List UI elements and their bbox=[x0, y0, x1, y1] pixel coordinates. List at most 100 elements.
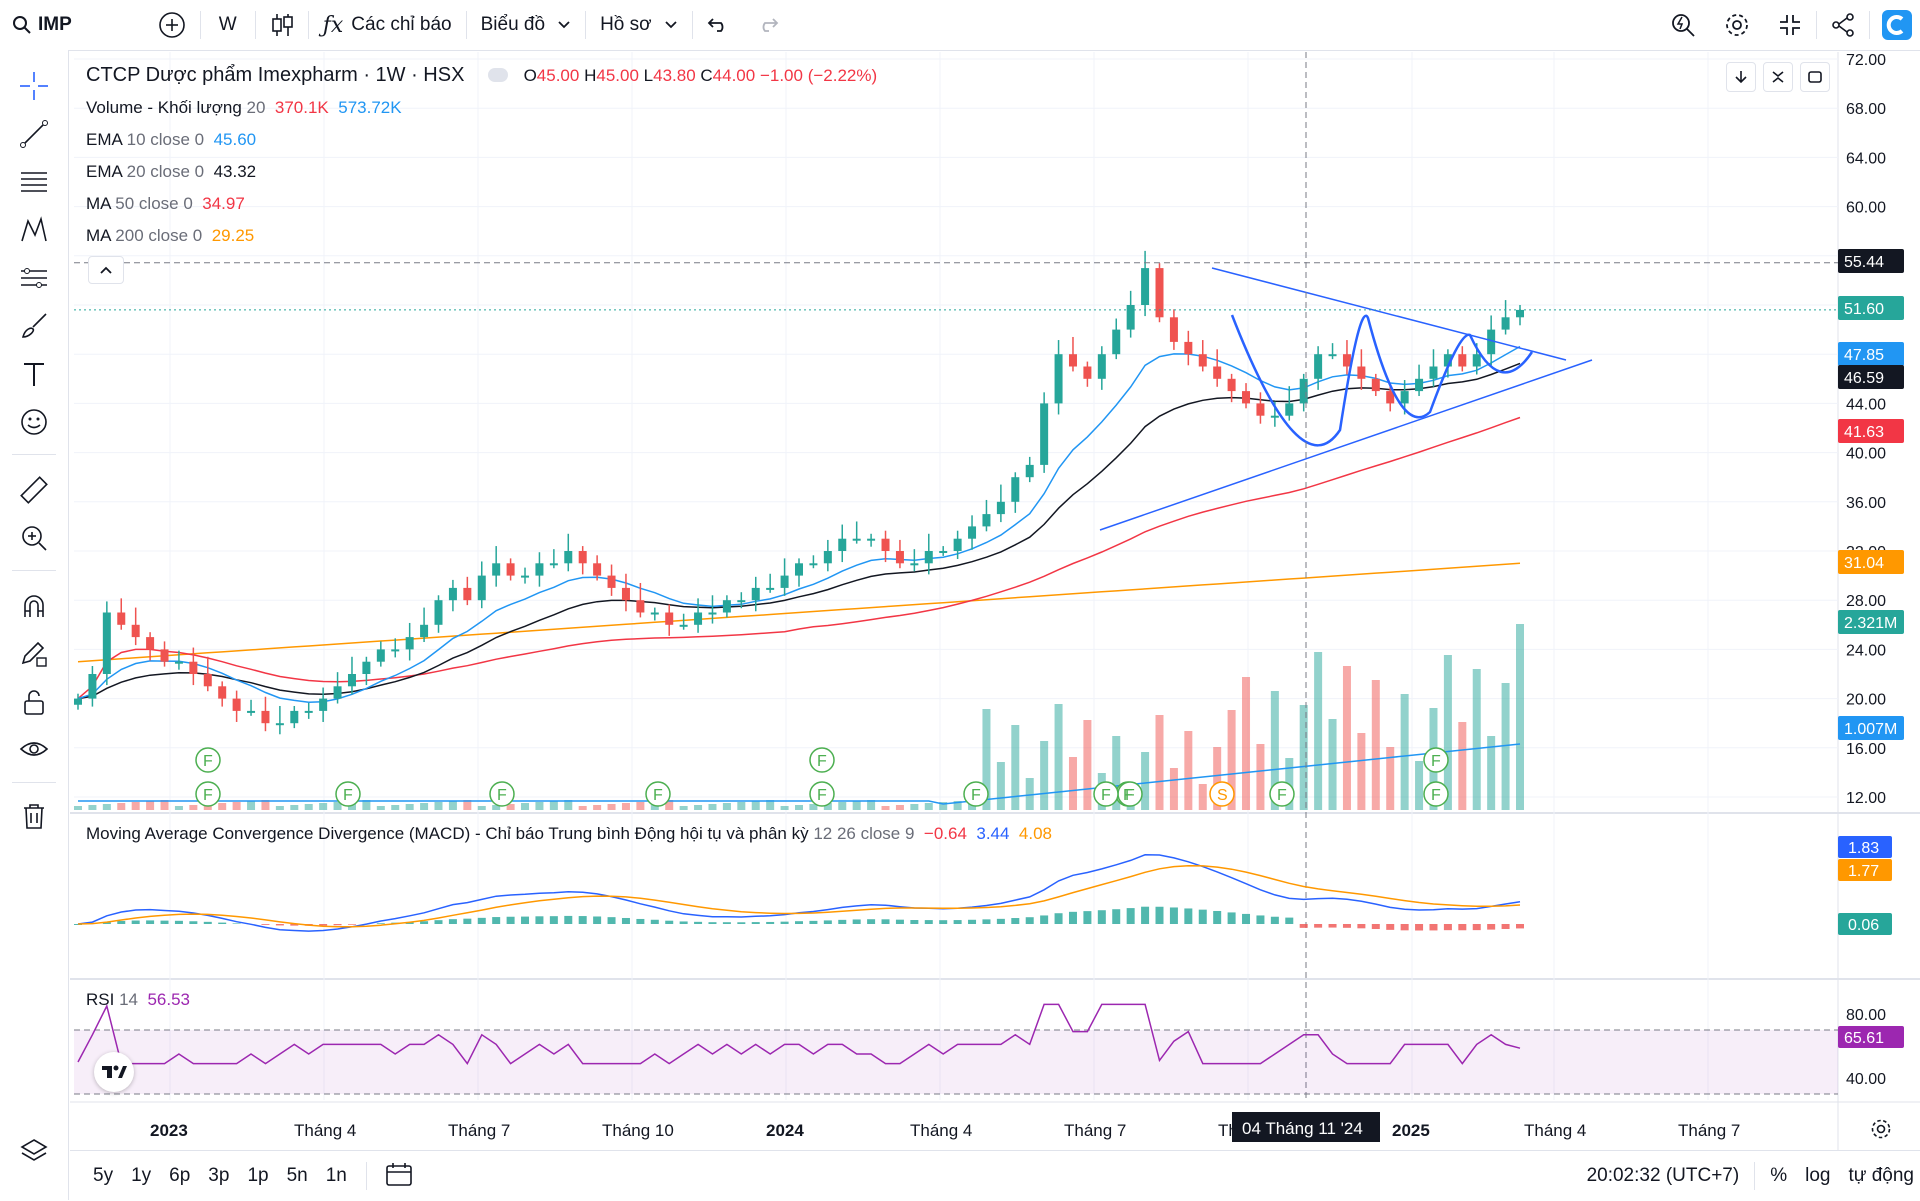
candle-body bbox=[708, 613, 716, 615]
symbol-title[interactable]: CTCP Dược phẩm Imexpharm · 1W · HSX bbox=[86, 64, 464, 86]
ma50-legend[interactable]: MA 50 close 0 34.97 bbox=[86, 194, 245, 214]
volume-bar bbox=[795, 805, 803, 810]
macd-histogram-bar bbox=[1098, 910, 1106, 924]
macd-legend[interactable]: Moving Average Convergence Divergence (M… bbox=[86, 824, 1052, 844]
auto-toggle[interactable]: tự động bbox=[1839, 1165, 1920, 1187]
candle-body bbox=[233, 699, 241, 711]
volume-bar bbox=[781, 806, 789, 810]
volume-bar bbox=[853, 801, 861, 810]
macd-histogram-bar bbox=[550, 916, 558, 924]
candle-body bbox=[853, 539, 861, 541]
crosshair-time-label: 04 Tháng 11 '24 bbox=[1242, 1119, 1363, 1138]
collapse-arrows-icon bbox=[1771, 70, 1785, 84]
macd-histogram-bar bbox=[579, 916, 587, 924]
ma200-legend[interactable]: MA 200 close 0 29.25 bbox=[86, 226, 254, 246]
ema20-legend[interactable]: EMA 20 close 0 43.32 bbox=[86, 162, 256, 182]
date-range-button[interactable] bbox=[377, 1161, 421, 1192]
volume-bar bbox=[305, 804, 313, 810]
range-button-3p[interactable]: 3p bbox=[199, 1165, 238, 1187]
candle-body bbox=[1256, 403, 1264, 415]
collapse-legend-button[interactable] bbox=[88, 256, 124, 284]
time-axis-label: 2025 bbox=[1392, 1121, 1430, 1140]
volume-bar bbox=[608, 804, 616, 810]
open-label: O bbox=[524, 66, 537, 85]
volume-bar bbox=[1401, 694, 1409, 810]
volume-legend[interactable]: Volume - Khối lượng 20 370.1K 573.72K bbox=[86, 98, 402, 118]
volume-bar bbox=[1256, 744, 1264, 810]
macd-histogram-bar bbox=[218, 923, 226, 924]
range-button-6p[interactable]: 6p bbox=[160, 1165, 199, 1187]
dividend-marker-label: F bbox=[497, 787, 507, 804]
price-axis-pill-label: 55.44 bbox=[1844, 254, 1884, 271]
ma50-name: MA bbox=[86, 194, 111, 213]
candle-body bbox=[1415, 379, 1423, 391]
macd-histogram-bar bbox=[1199, 910, 1207, 924]
volume-bar bbox=[103, 804, 111, 810]
rsi-value: 56.53 bbox=[147, 990, 190, 1009]
candle-body bbox=[636, 600, 644, 612]
macd-histogram-bar bbox=[334, 924, 342, 925]
pane-settings-button[interactable] bbox=[1800, 62, 1830, 92]
range-button-1p[interactable]: 1p bbox=[238, 1165, 277, 1187]
legend-dot[interactable] bbox=[488, 68, 508, 82]
tv-logo[interactable] bbox=[94, 1052, 134, 1092]
volume-bar bbox=[218, 803, 226, 810]
macd-histogram-bar bbox=[939, 920, 947, 924]
candle-body bbox=[175, 662, 183, 664]
range-button-5n[interactable]: 5n bbox=[278, 1165, 317, 1187]
volume-bar bbox=[1357, 733, 1365, 810]
macd-signal-value: 4.08 bbox=[1019, 824, 1052, 843]
volume-bar bbox=[74, 806, 82, 810]
maximize-pane-button[interactable] bbox=[1763, 62, 1793, 92]
range-button-1y[interactable]: 1y bbox=[122, 1165, 160, 1187]
ma50-param: 50 close 0 bbox=[115, 194, 193, 213]
candle-body bbox=[1242, 391, 1250, 403]
rsi-legend[interactable]: RSI 14 56.53 bbox=[86, 990, 190, 1010]
candle-body bbox=[752, 588, 760, 600]
price-axis-label: 40.00 bbox=[1846, 446, 1886, 463]
macd-histogram-bar bbox=[175, 921, 183, 924]
open-value: 45.00 bbox=[537, 66, 580, 85]
range-button-5y[interactable]: 5y bbox=[84, 1165, 122, 1187]
candle-body bbox=[334, 686, 342, 698]
log-toggle[interactable]: log bbox=[1796, 1165, 1839, 1187]
macd-histogram-bar bbox=[1127, 908, 1135, 924]
volume-bar bbox=[752, 801, 760, 810]
time-axis-label: Tháng 10 bbox=[602, 1121, 674, 1140]
candle-body bbox=[1516, 310, 1524, 317]
candle-body bbox=[319, 699, 327, 711]
price-axis-pill-label: 51.60 bbox=[1844, 301, 1884, 318]
macd-histogram-bar bbox=[449, 919, 457, 924]
volume-value: 370.1K bbox=[275, 98, 329, 117]
candle-body bbox=[1141, 268, 1149, 305]
axis-settings-button[interactable] bbox=[1868, 1116, 1894, 1142]
candle-body bbox=[1040, 403, 1048, 465]
candle-body bbox=[1228, 379, 1236, 391]
move-pane-down-button[interactable] bbox=[1726, 62, 1756, 92]
ema10-legend[interactable]: EMA 10 close 0 45.60 bbox=[86, 130, 256, 150]
volume-bar bbox=[882, 806, 890, 810]
candle-body bbox=[622, 588, 630, 600]
macd-histogram-bar bbox=[1429, 924, 1437, 930]
macd-histogram-bar bbox=[1372, 924, 1380, 929]
volume-ma-value: 573.72K bbox=[338, 98, 401, 117]
percent-toggle[interactable]: % bbox=[1761, 1165, 1796, 1187]
price-axis-label: 44.00 bbox=[1846, 396, 1886, 413]
clock[interactable]: 20:02:32 (UTC+7) bbox=[1578, 1165, 1749, 1187]
gear-icon bbox=[1870, 1118, 1892, 1140]
volume-bar bbox=[247, 801, 255, 810]
range-button-1n[interactable]: 1n bbox=[317, 1165, 356, 1187]
rsi-band bbox=[74, 1030, 1838, 1094]
candle-body bbox=[564, 551, 572, 563]
candle-body bbox=[290, 711, 298, 723]
candle-body bbox=[261, 711, 269, 723]
volume-bar bbox=[1372, 680, 1380, 810]
volume-bar bbox=[925, 803, 933, 810]
macd-name: Moving Average Convergence Divergence (M… bbox=[86, 824, 809, 843]
macd-histogram-bar bbox=[1040, 915, 1048, 924]
divider bbox=[366, 1162, 367, 1190]
macd-histogram-bar bbox=[492, 917, 500, 924]
price-axis-pill-label: 46.59 bbox=[1844, 370, 1884, 387]
volume-bar bbox=[406, 804, 414, 810]
